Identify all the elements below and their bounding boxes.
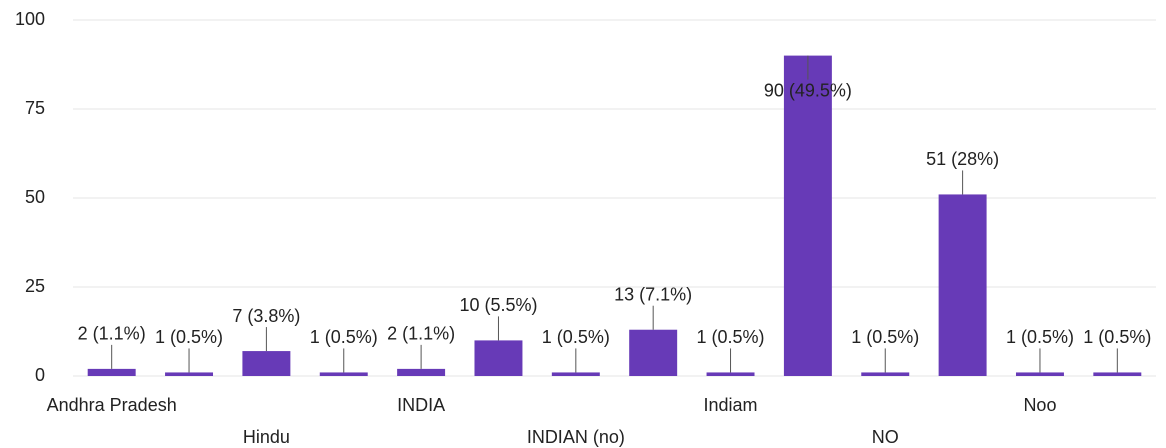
data-label: 10 (5.5%) bbox=[459, 295, 537, 315]
y-tick-label: 25 bbox=[25, 276, 45, 296]
data-label: 7 (3.8%) bbox=[232, 306, 300, 326]
x-tick-label: INDIAN (no) bbox=[527, 427, 625, 447]
data-label: 1 (0.5%) bbox=[851, 327, 919, 347]
y-tick-label: 75 bbox=[25, 98, 45, 118]
bar bbox=[319, 372, 368, 376]
y-tick-label: 0 bbox=[35, 365, 45, 385]
bar bbox=[629, 329, 678, 376]
y-tick-label: 50 bbox=[25, 187, 45, 207]
data-label: 1 (0.5%) bbox=[310, 327, 378, 347]
data-label: 1 (0.5%) bbox=[1006, 327, 1074, 347]
data-label: 90 (49.5%) bbox=[764, 80, 852, 100]
data-label: 1 (0.5%) bbox=[1083, 327, 1151, 347]
bar bbox=[938, 194, 987, 376]
bar bbox=[706, 372, 755, 376]
data-label: 1 (0.5%) bbox=[155, 327, 223, 347]
bar bbox=[165, 372, 214, 376]
data-label: 2 (1.1%) bbox=[387, 324, 455, 344]
x-tick-label: Andhra Pradesh bbox=[47, 395, 177, 415]
data-label: 2 (1.1%) bbox=[78, 324, 146, 344]
bar bbox=[783, 55, 832, 376]
data-label: 13 (7.1%) bbox=[614, 284, 692, 304]
bar bbox=[397, 368, 446, 376]
bar bbox=[474, 340, 523, 376]
x-tick-label: Indiam bbox=[704, 395, 758, 415]
y-tick-label: 100 bbox=[15, 9, 45, 29]
bar bbox=[242, 351, 291, 376]
x-tick-label: INDIA bbox=[397, 395, 445, 415]
data-label: 1 (0.5%) bbox=[697, 327, 765, 347]
x-tick-label: Hindu bbox=[243, 427, 290, 447]
bar bbox=[551, 372, 600, 376]
data-label: 1 (0.5%) bbox=[542, 327, 610, 347]
x-tick-label: NO bbox=[872, 427, 899, 447]
bar bbox=[861, 372, 910, 376]
bar bbox=[87, 368, 136, 376]
x-tick-label: Noo bbox=[1023, 395, 1056, 415]
data-label: 51 (28%) bbox=[926, 149, 999, 169]
bar bbox=[1093, 372, 1142, 376]
bar bbox=[1015, 372, 1064, 376]
